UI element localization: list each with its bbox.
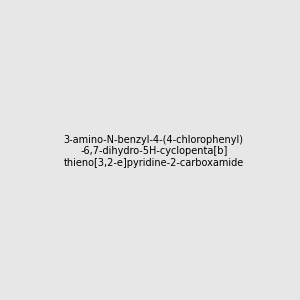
Text: 3-amino-N-benzyl-4-(4-chlorophenyl)
-6,7-dihydro-5H-cyclopenta[b]
thieno[3,2-e]p: 3-amino-N-benzyl-4-(4-chlorophenyl) -6,7…	[64, 135, 244, 168]
